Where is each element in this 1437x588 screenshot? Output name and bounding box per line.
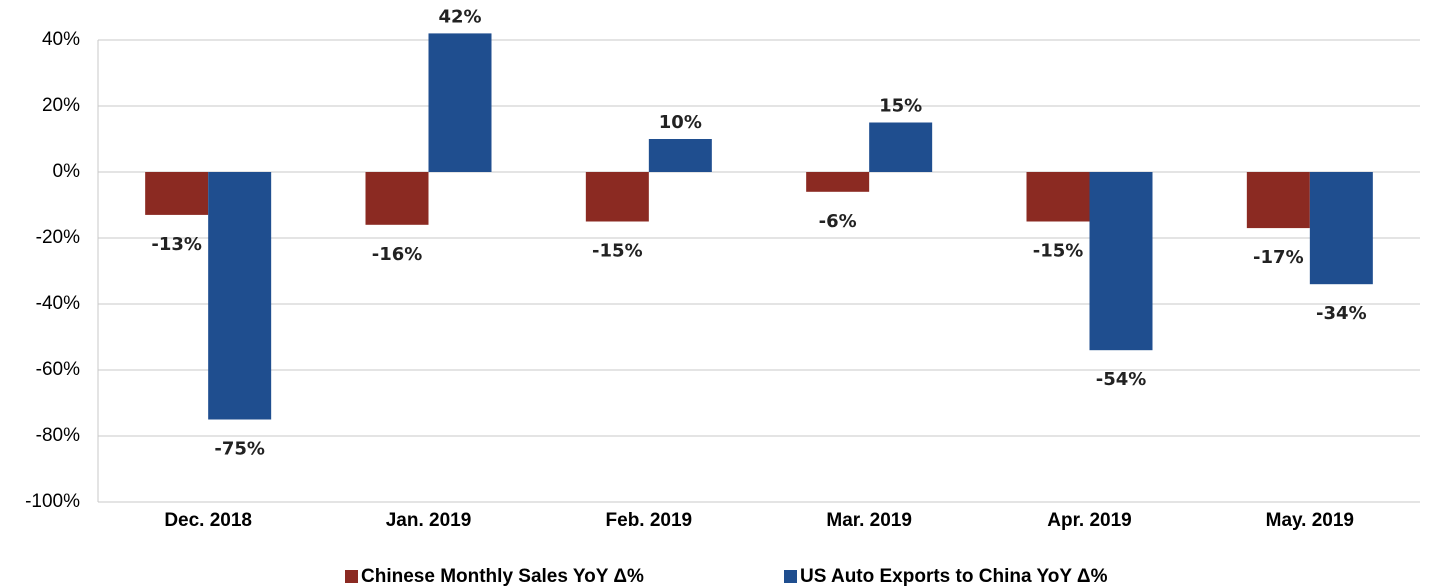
value-label: 10% (659, 112, 702, 133)
y-tick-label: -40% (36, 293, 80, 314)
x-tick-label: Dec. 2018 (164, 510, 252, 531)
value-label: -75% (214, 439, 265, 460)
value-label: -6% (819, 211, 857, 232)
value-label: 15% (879, 96, 922, 117)
value-label: -34% (1316, 303, 1367, 324)
value-label: -15% (1033, 241, 1084, 262)
bar (1089, 172, 1153, 351)
bar (1026, 172, 1090, 222)
y-tick-label: 0% (53, 161, 81, 182)
y-tick-label: -20% (36, 227, 80, 248)
x-tick-label: Feb. 2019 (606, 510, 693, 531)
bar (1246, 172, 1310, 229)
value-label: -54% (1096, 369, 1147, 390)
x-tick-label: May. 2019 (1266, 510, 1354, 531)
y-tick-label: 40% (42, 29, 80, 50)
value-label: -15% (592, 241, 643, 262)
value-label: -16% (372, 244, 423, 265)
value-label: -17% (1253, 247, 1304, 268)
y-tick-label: 20% (42, 95, 80, 116)
x-tick-label: Apr. 2019 (1047, 510, 1132, 531)
bar (869, 122, 933, 172)
x-tick-label: Jan. 2019 (386, 510, 472, 531)
legend-label: Chinese Monthly Sales YoY Δ% (361, 566, 644, 587)
bar (208, 172, 272, 420)
bar (806, 172, 870, 192)
y-tick-label: -60% (36, 359, 80, 380)
bar (1309, 172, 1373, 285)
y-tick-label: -100% (25, 491, 80, 512)
legend-swatch (345, 570, 358, 583)
y-tick-label: -80% (36, 425, 80, 446)
bar (145, 172, 209, 215)
value-label: -13% (151, 234, 202, 255)
x-tick-label: Mar. 2019 (826, 510, 912, 531)
bar (585, 172, 649, 222)
bar (428, 33, 492, 173)
value-label: 42% (438, 6, 481, 27)
bar (648, 139, 712, 172)
bar (365, 172, 429, 225)
legend-label: US Auto Exports to China YoY Δ% (800, 566, 1108, 587)
legend-swatch (784, 570, 797, 583)
